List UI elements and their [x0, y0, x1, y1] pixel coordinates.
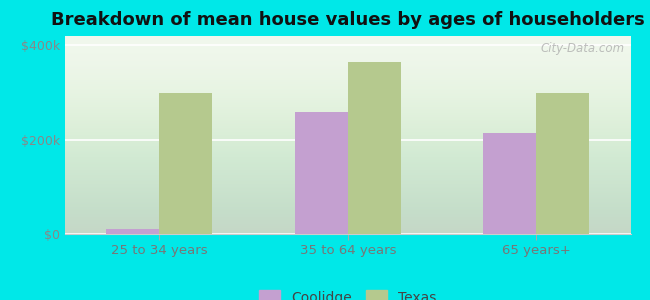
Bar: [484, 133, 536, 234]
Bar: [536, 93, 589, 234]
Bar: [348, 62, 400, 234]
Bar: [159, 93, 212, 234]
Bar: [107, 229, 159, 234]
Title: Breakdown of mean house values by ages of householders: Breakdown of mean house values by ages o…: [51, 11, 645, 29]
Text: City-Data.com: City-Data.com: [541, 42, 625, 55]
Bar: [295, 112, 348, 234]
Legend: Coolidge, Texas: Coolidge, Texas: [254, 284, 442, 300]
